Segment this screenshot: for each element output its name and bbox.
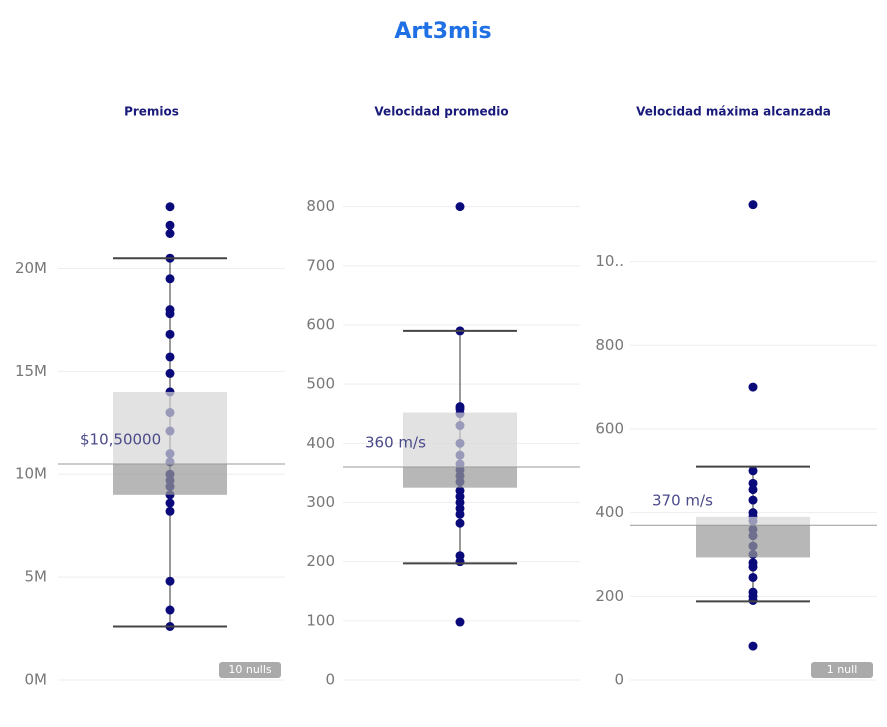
point xyxy=(165,506,175,516)
y-tick-label: 0M xyxy=(25,671,48,689)
point xyxy=(165,274,175,284)
box-lower xyxy=(403,466,517,488)
y-tick-label: 15M xyxy=(15,362,47,380)
point xyxy=(455,509,465,519)
y-tick-label: 400 xyxy=(595,503,624,521)
point xyxy=(748,485,758,495)
y-tick-label: 400 xyxy=(306,434,335,452)
point xyxy=(165,309,175,319)
box-upper xyxy=(403,412,517,467)
point xyxy=(165,202,175,212)
nulls-badge xyxy=(219,662,281,678)
panel-title: Velocidad promedio xyxy=(374,105,508,119)
point xyxy=(748,562,758,572)
point xyxy=(455,557,465,567)
point xyxy=(748,382,758,392)
y-tick-label: 10M xyxy=(15,465,47,483)
point xyxy=(748,572,758,582)
y-tick-label: 800 xyxy=(595,336,624,354)
point xyxy=(165,228,175,238)
y-tick-label: 0 xyxy=(325,671,335,689)
y-tick-label: 700 xyxy=(306,256,335,274)
y-tick-label: 200 xyxy=(595,587,624,605)
point xyxy=(165,498,175,508)
point xyxy=(165,576,175,586)
y-tick-label: 20M xyxy=(15,259,47,277)
y-tick-label: 0 xyxy=(614,671,624,689)
y-tick-label: 800 xyxy=(306,197,335,215)
box-lower xyxy=(696,525,810,558)
point xyxy=(455,617,465,627)
point xyxy=(455,518,465,528)
point xyxy=(165,220,175,230)
y-tick-label: 10.. xyxy=(595,252,624,270)
panel-title: Velocidad máxima alcanzada xyxy=(636,105,831,119)
y-tick-label: 300 xyxy=(306,493,335,511)
point xyxy=(455,202,465,212)
y-tick-label: 5M xyxy=(25,568,48,586)
median-label: 360 m/s xyxy=(365,433,426,451)
point xyxy=(748,466,758,476)
point xyxy=(165,352,175,362)
median-label: 370 m/s xyxy=(652,492,713,510)
y-tick-label: 200 xyxy=(306,552,335,570)
y-tick-label: 600 xyxy=(306,315,335,333)
point xyxy=(748,495,758,505)
point xyxy=(165,605,175,615)
page-title: Art3mis xyxy=(394,19,491,44)
y-tick-label: 500 xyxy=(306,375,335,393)
box-upper xyxy=(113,391,227,464)
point xyxy=(165,368,175,378)
median-label: $10,50000 xyxy=(80,430,161,448)
point xyxy=(165,329,175,339)
point xyxy=(748,200,758,210)
y-tick-label: 600 xyxy=(595,419,624,437)
nulls-label: 1 null xyxy=(827,663,858,676)
box-lower xyxy=(113,463,227,495)
point xyxy=(748,478,758,488)
box-upper xyxy=(696,516,810,526)
y-tick-label: 100 xyxy=(306,611,335,629)
nulls-label: 10 nulls xyxy=(228,663,272,676)
point xyxy=(748,641,758,651)
panel-title: Premios xyxy=(124,105,179,119)
nulls-badge xyxy=(811,662,873,678)
